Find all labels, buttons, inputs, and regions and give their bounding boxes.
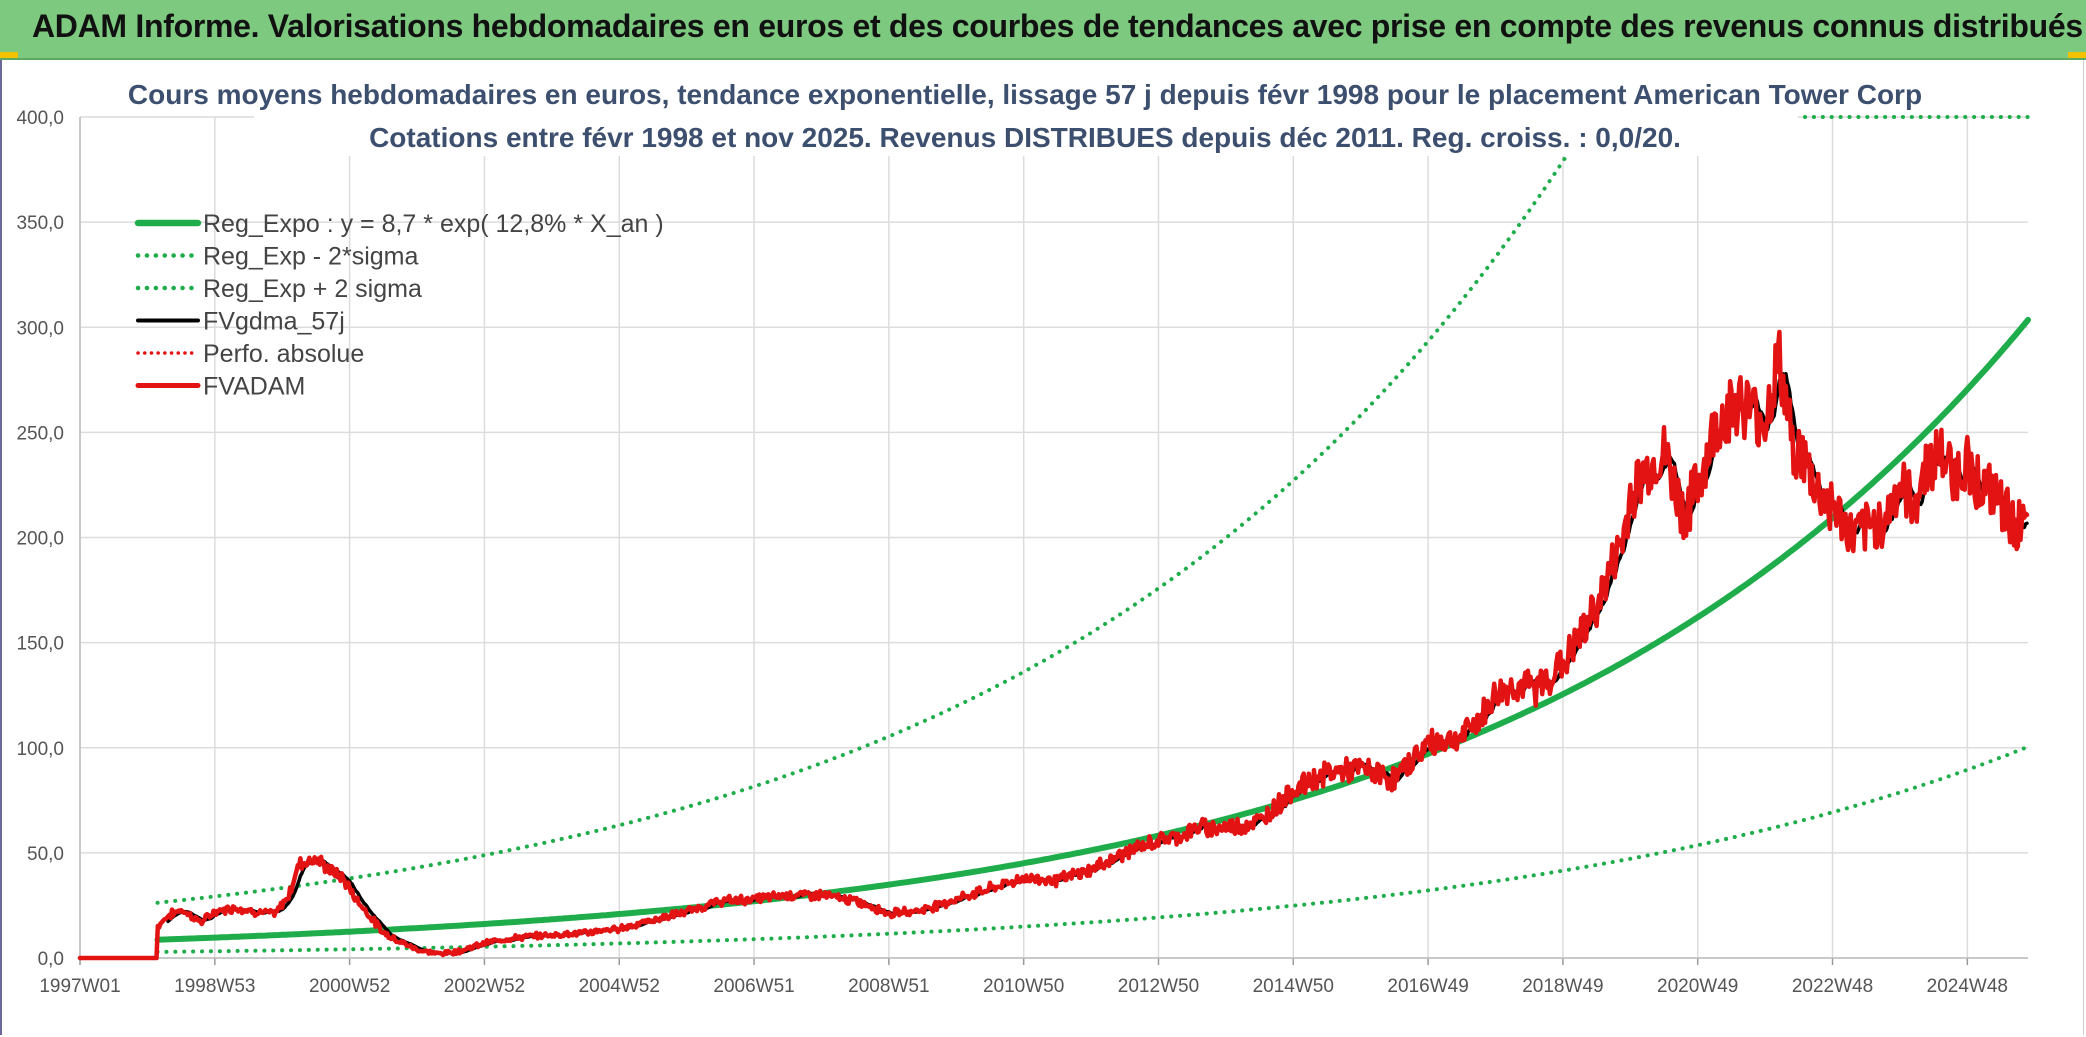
y-axis-ticks: 0,0 50,0 100,0 150,0 200,0 250,0 300,0 350,0 400… [16, 108, 64, 970]
title-background [254, 70, 1798, 156]
x-tick-label: 2012W50 [1118, 976, 1199, 997]
y-tick-label: 400,0 [16, 108, 64, 129]
chart-frame: 0,0 50,0 100,0 150,0 200,0 250,0 300,0 350,0 400… [0, 60, 2084, 1035]
x-tick-label: 1997W01 [39, 976, 120, 997]
price-trend-chart: 0,0 50,0 100,0 150,0 200,0 250,0 300,0 350,0 400… [16, 70, 2031, 997]
legend-label: FVgdma_57j [203, 308, 345, 336]
x-tick-label: 2004W52 [579, 976, 660, 997]
legend-label: Reg_Expo : y = 8,7 * exp( 12,8% * X_an ) [203, 210, 664, 238]
report-banner: ADAM Informe. Valorisations hebdomadaire… [0, 0, 2086, 60]
x-tick-label: 1998W53 [174, 976, 255, 997]
series-line-reg-exp [155, 117, 1592, 905]
x-tick-label: 2008W51 [848, 976, 929, 997]
x-tick-label: 2014W50 [1253, 976, 1334, 997]
y-tick-label: 300,0 [16, 318, 64, 339]
y-tick-label: 350,0 [16, 213, 64, 234]
x-tick-label: 2006W51 [713, 976, 794, 997]
series-lines [77, 115, 2031, 961]
corner-marker-left [0, 52, 18, 58]
legend-label: FVADAM [203, 373, 305, 401]
legend-label: Reg_Exp + 2 sigma [203, 275, 422, 303]
x-tick-label: 2002W52 [444, 976, 525, 997]
chart-title: Cours moyens hebdomadaires en euros, ten… [128, 79, 1922, 110]
y-tick-label: 0,0 [38, 949, 64, 970]
x-axis-ticks: 1997W01 1998W53 2000W52 2002W52 2004W52 2006W… [39, 976, 2008, 997]
report-title: ADAM Informe. Valorisations hebdomadaire… [32, 8, 2083, 44]
y-tick-label: 100,0 [16, 739, 64, 760]
series-line-fvadam [77, 329, 2030, 961]
series-line-reg-expo [154, 316, 2031, 943]
x-tick-label: 2010W50 [983, 976, 1064, 997]
y-tick-label: 150,0 [16, 634, 64, 655]
chart-subtitle: Cotations entre févr 1998 et nov 2025. R… [369, 122, 1681, 153]
legend-label: Perfo. absolue [203, 340, 364, 368]
y-tick-label: 200,0 [16, 529, 64, 550]
legend: Reg_Expo : y = 8,7 * exp( 12,8% * X_an )… [134, 210, 664, 401]
corner-marker-right [2068, 52, 2086, 58]
x-tick-label: 2020W49 [1657, 976, 1738, 997]
x-tick-label: 2024W48 [1927, 976, 2008, 997]
x-tick-label: 2018W49 [1522, 976, 1603, 997]
x-tick-label: 2022W48 [1792, 976, 1873, 997]
x-tick-label: 2000W52 [309, 976, 390, 997]
x-tick-label: 2016W49 [1387, 976, 1468, 997]
y-tick-label: 250,0 [16, 423, 64, 444]
grid-lines [79, 116, 2028, 965]
legend-label: Reg_Exp - 2*sigma [203, 243, 418, 271]
y-tick-label: 50,0 [27, 844, 64, 865]
